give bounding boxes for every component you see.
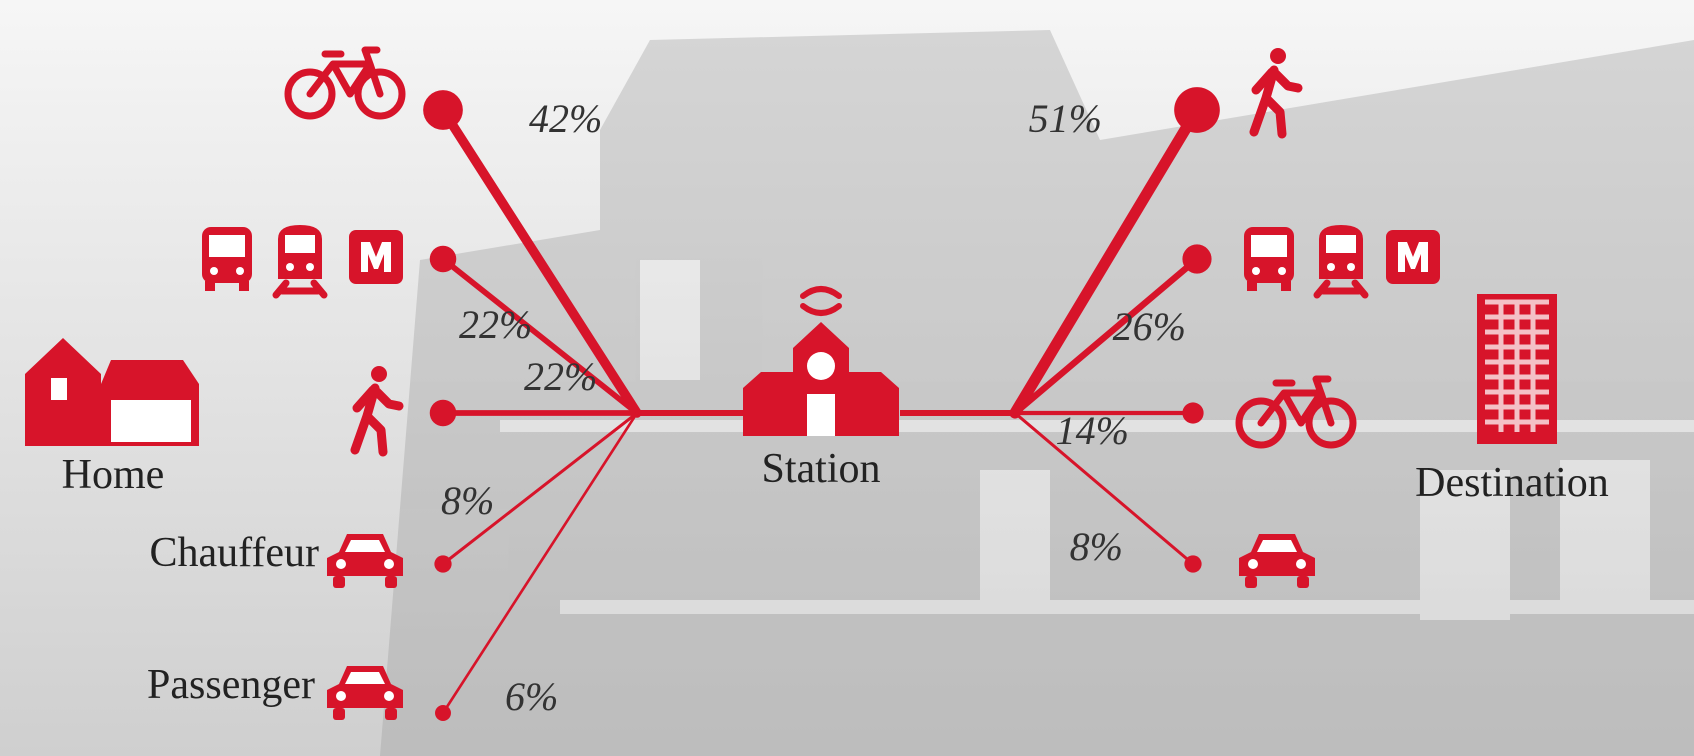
mode-name: Passenger [147, 662, 315, 708]
station-label: Station [761, 446, 880, 492]
share-label: 42% [529, 96, 602, 141]
diagram: Home Station Destination 42% 22% 22% 8% Chau… [0, 0, 1694, 756]
metro-icon [349, 230, 403, 284]
mode-dot [430, 400, 457, 427]
share-label: 8% [1070, 524, 1123, 569]
mode-name: Chauffeur [150, 530, 320, 576]
mode-dot [1184, 555, 1201, 572]
share-label: 51% [1029, 96, 1102, 141]
destination-label: Destination [1415, 460, 1609, 506]
share-label: 26% [1113, 304, 1186, 349]
mode-dot [1182, 402, 1203, 423]
mode-dot [434, 555, 451, 572]
mode-dot [1174, 87, 1220, 133]
mode-dot [430, 246, 457, 273]
metro-icon [1386, 230, 1440, 284]
bus-icon [1244, 227, 1294, 291]
mode-dot [423, 90, 463, 130]
share-label: 8% [441, 478, 494, 523]
page: Home Station Destination 42% 22% 22% 8% Chau… [0, 0, 1694, 756]
mode-dot [435, 705, 451, 721]
home-label: Home [62, 452, 165, 498]
bus-icon [202, 227, 252, 291]
share-label: 22% [459, 302, 532, 347]
share-label: 6% [505, 674, 558, 719]
share-label: 14% [1056, 408, 1129, 453]
tower-icon [1477, 294, 1557, 444]
share-label: 22% [524, 354, 597, 399]
mode-dot [1182, 244, 1211, 273]
